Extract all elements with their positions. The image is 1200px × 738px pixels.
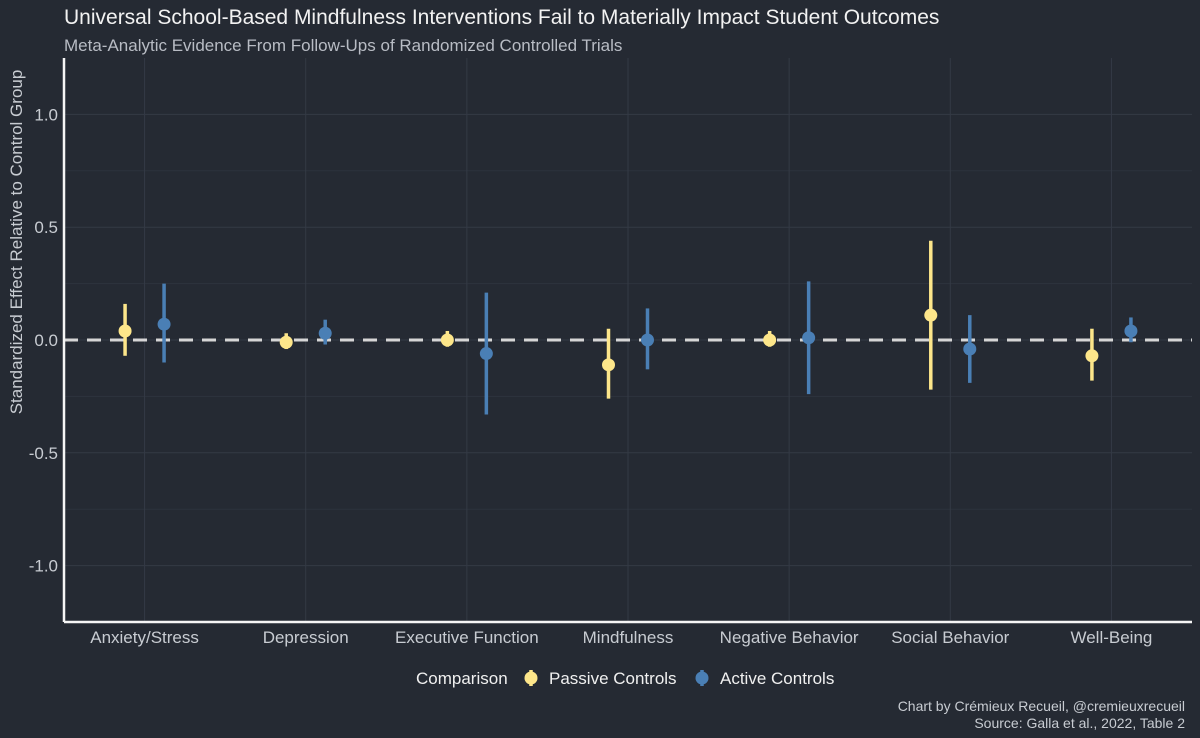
x-tick-label-negative-behavior: Negative Behavior <box>720 628 859 647</box>
chart-subtitle: Meta-Analytic Evidence From Follow-Ups o… <box>64 36 622 55</box>
legend-key-active-point <box>695 671 709 685</box>
axes <box>62 58 1192 624</box>
caption-source: Source: Galla et al., 2022, Table 2 <box>974 715 1185 731</box>
y-tick-label: -1.0 <box>29 557 58 576</box>
point-active-controls-executive-function <box>479 347 493 361</box>
x-tick-label-executive-function: Executive Function <box>395 628 539 647</box>
point-active-controls-social-behavior <box>963 342 977 356</box>
point-passive-controls-anxiety-stress <box>118 324 132 338</box>
x-tick-labels: Anxiety/Stress Depression Executive Functi… <box>90 628 1152 647</box>
point-active-controls-negative-behavior <box>802 331 816 345</box>
point-passive-controls-depression <box>279 335 293 349</box>
point-active-controls-mindfulness <box>641 333 654 347</box>
legend-title: Comparison <box>416 669 508 688</box>
y-tick-label: 1.0 <box>34 105 58 124</box>
x-tick-label-well-being: Well-Being <box>1070 628 1152 647</box>
y-tick-label: 0.5 <box>34 218 58 237</box>
point-passive-controls-well-being <box>1085 349 1099 363</box>
x-tick-label-mindfulness: Mindfulness <box>583 628 674 647</box>
y-tick-label: 0.0 <box>34 331 58 350</box>
data-marks <box>118 240 1138 415</box>
y-tick-labels: -1.0 -0.5 0.0 0.5 1.0 <box>29 105 58 575</box>
point-active-controls-well-being <box>1124 324 1138 338</box>
y-axis-title: Standardized Effect Relative to Control … <box>7 70 26 415</box>
x-tick-label-social-behavior: Social Behavior <box>891 628 1009 647</box>
legend-label-active: Active Controls <box>720 669 834 688</box>
legend-label-passive: Passive Controls <box>549 669 677 688</box>
chart-title: Universal School-Based Mindfulness Inter… <box>64 6 939 29</box>
point-passive-controls-mindfulness <box>602 358 615 372</box>
caption-credit: Chart by Crémieux Recueil, @cremieuxrecu… <box>898 698 1185 714</box>
point-active-controls-depression <box>318 326 332 340</box>
x-tick-label-anxiety-stress: Anxiety/Stress <box>90 628 199 647</box>
point-passive-controls-social-behavior <box>924 308 938 322</box>
point-passive-controls-negative-behavior <box>763 333 777 347</box>
legend: Comparison Passive Controls Active Contr… <box>416 669 834 688</box>
point-passive-controls-executive-function <box>440 333 454 347</box>
y-tick-label: -0.5 <box>29 444 58 463</box>
point-active-controls-anxiety-stress <box>157 317 171 331</box>
legend-key-passive-point <box>524 671 538 685</box>
x-tick-label-depression: Depression <box>263 628 349 647</box>
